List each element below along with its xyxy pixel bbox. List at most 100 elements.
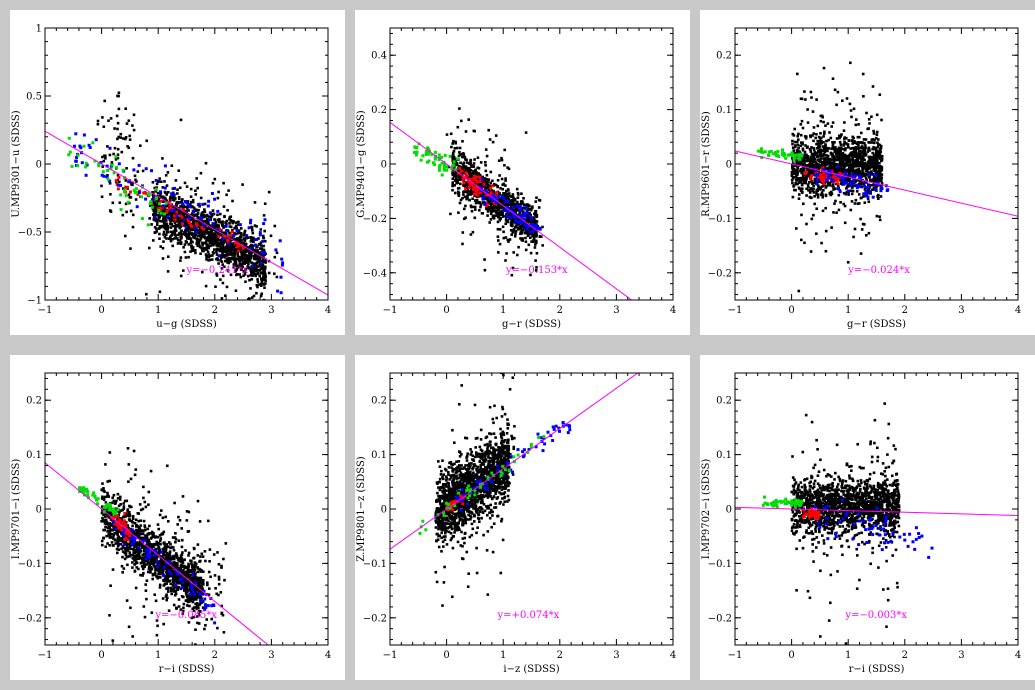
scatter-point xyxy=(484,148,488,151)
scatter-point xyxy=(167,237,171,240)
scatter-point xyxy=(216,258,220,261)
scatter-point xyxy=(155,199,158,203)
scatter-point xyxy=(216,196,220,200)
scatter-point xyxy=(214,230,218,234)
scatter-point xyxy=(67,136,71,140)
scatter-point xyxy=(850,154,854,157)
scatter-point xyxy=(820,178,824,182)
scatter-point xyxy=(490,189,493,192)
scatter-point xyxy=(506,166,509,169)
scatter-point xyxy=(174,226,177,230)
scatter-point xyxy=(254,257,258,261)
scatter-point xyxy=(828,175,832,179)
scatter-point xyxy=(243,257,246,261)
scatter-point xyxy=(74,132,78,136)
x-axis-label: g−r (SDSS) xyxy=(502,319,561,330)
scatter-point xyxy=(226,209,229,212)
scatter-point xyxy=(469,163,473,167)
scatter-point xyxy=(791,142,794,146)
scatter-point xyxy=(249,218,253,222)
scatter-point xyxy=(864,194,868,198)
scatter-point xyxy=(825,146,829,150)
scatter-point xyxy=(461,165,464,169)
scatter-point xyxy=(221,281,225,285)
scatter-point xyxy=(824,147,827,151)
scatter-point xyxy=(485,173,489,177)
scatter-point xyxy=(857,123,860,126)
scatter-point xyxy=(796,143,800,147)
scatter-point xyxy=(207,199,211,203)
scatter-point xyxy=(515,206,519,210)
scatter-point xyxy=(135,190,138,194)
scatter-point xyxy=(427,159,431,163)
scatter-point xyxy=(460,152,464,156)
scatter-point xyxy=(232,245,235,249)
scatter-point xyxy=(451,155,454,158)
scatter-point xyxy=(830,165,834,169)
scatter-point xyxy=(816,173,820,176)
scatter-point xyxy=(472,170,475,173)
scatter-point xyxy=(497,239,500,242)
scatter-point xyxy=(256,285,259,289)
scatter-point xyxy=(511,200,515,203)
scatter-point xyxy=(819,193,823,197)
scatter-point xyxy=(210,229,213,233)
scatter-point xyxy=(851,142,854,145)
scatter-point xyxy=(880,179,883,182)
scatter-point xyxy=(492,206,495,210)
scatter-point xyxy=(184,200,187,203)
scatter-point xyxy=(880,173,884,176)
scatter-point xyxy=(169,230,173,234)
scatter-point xyxy=(114,158,118,161)
scatter-point xyxy=(230,230,234,234)
scatter-point xyxy=(462,181,466,185)
scatter-point xyxy=(810,96,813,99)
scatter-point xyxy=(188,230,191,234)
scatter-point xyxy=(858,149,862,153)
scatter-point xyxy=(854,178,857,182)
scatter-point xyxy=(842,168,846,172)
scatter-point xyxy=(163,227,167,230)
scatter-point xyxy=(215,237,218,241)
scatter-point xyxy=(220,260,224,263)
scatter-point xyxy=(502,208,506,212)
scatter-point xyxy=(451,182,454,185)
scatter-point xyxy=(437,153,441,157)
scatter-point xyxy=(195,177,198,180)
scatter-point xyxy=(855,153,859,156)
scatter-point xyxy=(111,201,115,205)
scatter-point xyxy=(130,183,133,186)
scatter-point xyxy=(105,164,109,168)
scatter-point xyxy=(234,264,237,267)
scatter-point xyxy=(164,191,167,194)
scatter-point xyxy=(488,138,492,141)
scatter-point xyxy=(471,197,474,200)
scatter-point xyxy=(772,152,776,156)
scatter-point xyxy=(125,185,129,189)
scatter-point xyxy=(512,251,515,254)
scatter-point xyxy=(187,221,191,225)
scatter-point xyxy=(128,138,132,141)
scatter-point xyxy=(131,225,135,229)
scatter-point xyxy=(836,184,840,187)
scatter-point xyxy=(201,202,205,206)
scatter-point xyxy=(462,153,466,156)
scatter-point xyxy=(101,116,104,119)
scatter-point xyxy=(828,181,831,185)
scatter-point xyxy=(448,154,452,158)
scatter-point xyxy=(846,261,850,264)
scatter-point xyxy=(243,254,246,258)
scatter-point xyxy=(520,192,523,195)
scatter-point xyxy=(849,189,853,192)
scatter-point xyxy=(537,206,541,209)
scatter-point xyxy=(841,99,844,102)
scatter-point xyxy=(486,210,490,213)
scatter-point xyxy=(173,237,176,240)
scatter-point xyxy=(201,241,204,245)
scatter-point xyxy=(534,200,537,203)
scatter-point xyxy=(527,218,531,221)
scatter-point xyxy=(845,156,849,159)
scatter-point xyxy=(800,238,803,242)
scatter-point xyxy=(791,165,794,169)
